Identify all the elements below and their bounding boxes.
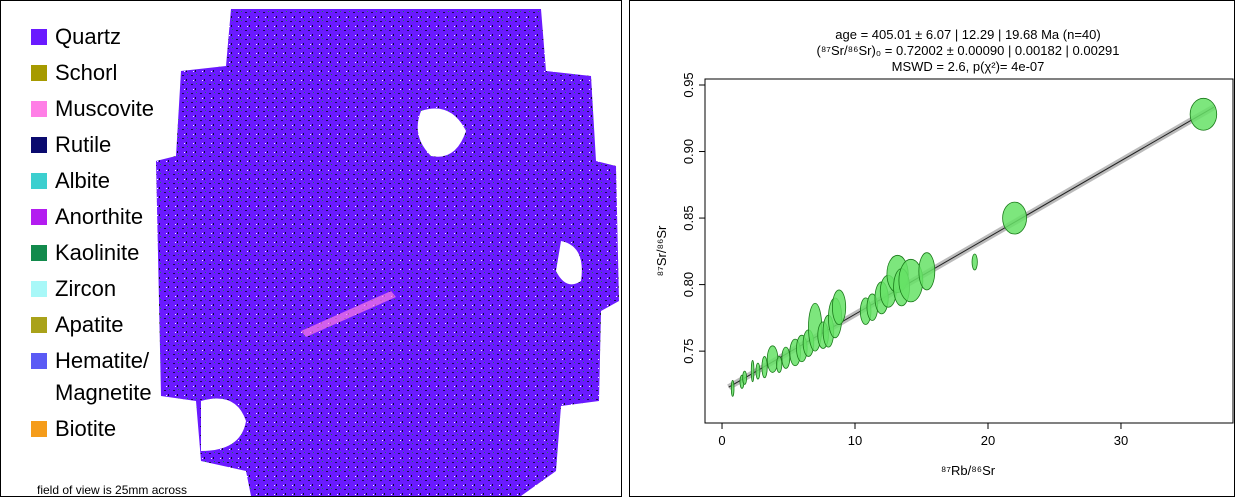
plot-frame <box>704 78 1234 424</box>
y-tick-label: 0.95 <box>681 72 696 97</box>
legend-label: Anorthite <box>55 204 144 229</box>
legend-item: Kaolinite <box>31 237 154 269</box>
legend-swatch <box>31 245 47 261</box>
legend-swatch <box>31 209 47 225</box>
legend-swatch <box>31 101 47 117</box>
caption: field of view is 25mm across <box>37 483 188 497</box>
y-tick-label: 0.85 <box>681 205 696 230</box>
legend-item: Rutile <box>31 129 154 161</box>
error-ellipse <box>918 252 936 291</box>
legend-swatch <box>31 421 47 437</box>
legend-item: Muscovite <box>31 93 154 125</box>
y-axis-label: ⁸⁷Sr/⁸⁶Sr <box>654 225 669 276</box>
legend-item: Biotite <box>31 413 154 445</box>
y-tick-label: 0.90 <box>681 139 696 164</box>
legend-item: Schorl <box>31 57 154 89</box>
x-tick-label: 30 <box>1114 433 1128 448</box>
legend-swatch <box>31 29 47 45</box>
legend-swatch <box>31 281 47 297</box>
legend-label: Muscovite <box>55 96 155 121</box>
isochron-panel: age = 405.01 ± 6.07 | 12.29 | 19.68 Ma (… <box>629 0 1235 497</box>
x-axis-label: ⁸⁷Rb/⁸⁶Sr <box>941 463 996 478</box>
error-ellipse <box>750 360 755 383</box>
legend-label: Rutile <box>55 132 112 157</box>
legend-item: Hematite/ Magnetite <box>31 345 154 409</box>
error-ellipse <box>742 370 748 385</box>
map-vein <box>301 291 396 337</box>
legend-swatch <box>31 137 47 153</box>
legend-item: Apatite <box>31 309 154 341</box>
error-ellipse <box>831 289 847 325</box>
chart-title: age = 405.01 ± 6.07 | 12.29 | 19.68 Ma (… <box>835 27 1100 42</box>
x-tick-label: 20 <box>981 433 995 448</box>
legend-item: Quartz <box>31 21 154 53</box>
legend-label: Schorl <box>55 60 118 85</box>
map-area <box>156 9 619 496</box>
legend-label: Hematite/ Magnetite <box>55 348 152 405</box>
error-ellipse <box>776 356 783 373</box>
error-ellipse <box>761 356 768 379</box>
map-gap <box>201 398 246 451</box>
legend-label: Quartz <box>55 24 122 49</box>
chart-title: MSWD = 2.6, p(χ²)= 4e-07 <box>892 59 1045 74</box>
legend-label: Kaolinite <box>55 240 140 265</box>
legend-swatch <box>31 353 47 369</box>
y-tick-label: 0.80 <box>681 272 696 297</box>
y-tick-label: 0.75 <box>681 338 696 363</box>
legend-label: Biotite <box>55 416 117 441</box>
error-ellipse <box>1189 97 1218 131</box>
error-ellipse <box>755 362 761 380</box>
map-gap <box>556 241 582 285</box>
legend-swatch <box>31 173 47 189</box>
map-gap <box>417 108 466 157</box>
chart: age = 405.01 ± 6.07 | 12.29 | 19.68 Ma (… <box>654 27 1234 478</box>
error-ellipse <box>971 253 978 271</box>
legend-label: Albite <box>55 168 111 193</box>
error-ellipse <box>781 346 791 369</box>
error-ellipse <box>730 380 735 397</box>
legend-label: Zircon <box>55 276 117 301</box>
legend-item: Albite <box>31 165 154 197</box>
error-ellipse <box>1002 201 1027 235</box>
legend-item: Anorthite <box>31 201 154 233</box>
error-ellipse <box>766 345 779 373</box>
mineral-map <box>156 9 619 496</box>
legend-swatch <box>31 317 47 333</box>
chart-title: (⁸⁷Sr/⁸⁶Sr)₀ = 0.72002 ± 0.00090 | 0.001… <box>816 43 1119 58</box>
x-tick-label: 0 <box>718 433 725 448</box>
mineral-map-panel: Quartz Schorl Muscovite Rutile Albite Anorthi… <box>0 0 622 497</box>
legend-swatch <box>31 65 47 81</box>
legend-item: Zircon <box>31 273 154 305</box>
legend-label: Apatite <box>55 312 124 337</box>
legend: Quartz Schorl Muscovite Rutile Albite Anorthi… <box>31 21 154 449</box>
x-tick-label: 10 <box>848 433 862 448</box>
